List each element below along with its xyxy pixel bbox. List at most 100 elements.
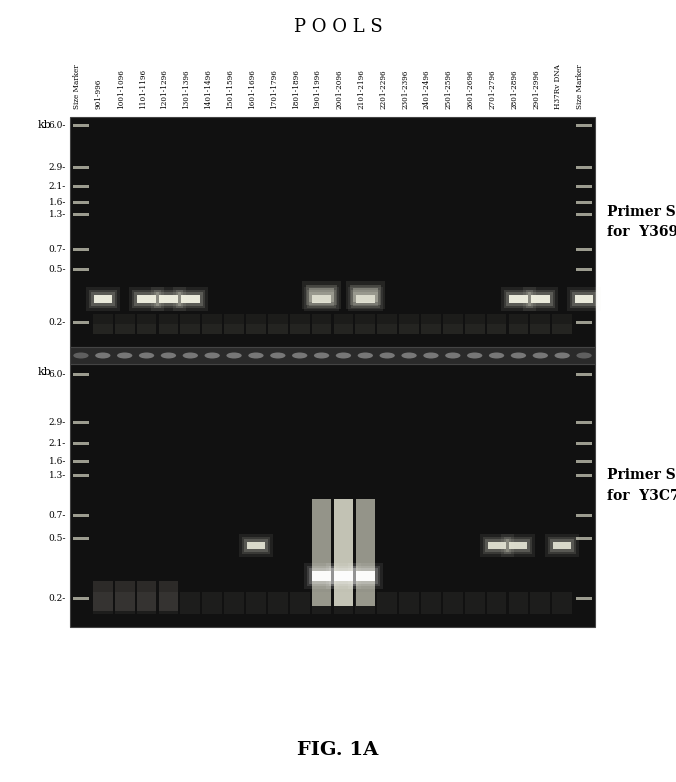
Bar <box>508 325 528 334</box>
Bar <box>356 314 375 334</box>
Bar <box>333 314 354 334</box>
Text: kb: kb <box>38 367 52 377</box>
Bar <box>576 321 592 324</box>
Bar <box>351 290 380 308</box>
Bar <box>202 314 222 334</box>
Bar <box>159 325 178 334</box>
Bar <box>576 442 592 445</box>
Bar <box>347 563 383 590</box>
Text: 1601-1696: 1601-1696 <box>248 69 256 109</box>
Bar <box>115 591 135 614</box>
Bar <box>576 167 592 170</box>
Bar <box>504 536 533 554</box>
Text: 0.7-: 0.7- <box>49 511 66 521</box>
Bar <box>506 539 531 551</box>
Bar <box>548 536 576 554</box>
Bar <box>572 292 596 306</box>
Text: 2201-2296: 2201-2296 <box>379 70 387 109</box>
Text: 2.9-: 2.9- <box>49 163 66 172</box>
Bar <box>531 591 550 614</box>
Bar <box>73 201 89 203</box>
Text: 1701-1796: 1701-1796 <box>270 69 278 109</box>
Bar <box>70 347 595 364</box>
Bar <box>356 325 375 334</box>
Bar <box>304 563 339 590</box>
Ellipse shape <box>511 353 526 358</box>
Bar <box>137 314 156 334</box>
Text: 1301-1396: 1301-1396 <box>183 70 191 109</box>
Text: Primer Set
for  Y369: Primer Set for Y369 <box>607 205 676 239</box>
Bar <box>356 295 375 303</box>
Bar <box>421 325 441 334</box>
Ellipse shape <box>183 353 198 358</box>
Bar <box>73 373 89 375</box>
Bar <box>93 591 113 614</box>
Bar <box>180 591 200 614</box>
Bar <box>576 460 592 463</box>
Bar <box>73 167 89 170</box>
Bar <box>180 325 200 334</box>
Text: 2401-2496: 2401-2496 <box>423 70 431 109</box>
Bar <box>575 295 594 303</box>
Bar <box>483 536 510 554</box>
Bar <box>509 295 528 303</box>
Bar <box>576 597 592 600</box>
Ellipse shape <box>205 353 220 358</box>
Ellipse shape <box>248 353 264 358</box>
Bar <box>268 591 288 614</box>
Bar <box>523 287 558 310</box>
Bar <box>502 533 535 557</box>
Ellipse shape <box>423 353 439 358</box>
Text: Primer Set
for  Y3C7: Primer Set for Y3C7 <box>607 468 676 503</box>
Bar <box>309 292 334 306</box>
Bar <box>93 325 113 334</box>
Ellipse shape <box>226 353 242 358</box>
Bar <box>566 287 602 310</box>
Bar <box>306 285 337 305</box>
Bar <box>115 325 135 334</box>
Bar <box>309 288 334 302</box>
Bar <box>552 314 572 334</box>
Text: 2101-2196: 2101-2196 <box>358 69 365 109</box>
Bar <box>73 460 89 463</box>
Text: 1.3-: 1.3- <box>49 210 66 219</box>
Bar <box>73 421 89 424</box>
Text: 2001-2096: 2001-2096 <box>335 70 343 109</box>
Bar <box>353 288 378 302</box>
Bar <box>465 591 485 614</box>
Text: 2301-2396: 2301-2396 <box>401 70 409 109</box>
Ellipse shape <box>489 353 504 358</box>
Bar <box>504 290 533 308</box>
Bar <box>73 213 89 216</box>
Text: 2501-2596: 2501-2596 <box>445 70 453 109</box>
Bar <box>73 597 89 600</box>
Text: 1201-1296: 1201-1296 <box>160 69 168 109</box>
Text: 1.6-: 1.6- <box>49 457 66 466</box>
Bar <box>443 314 462 334</box>
Bar <box>353 292 378 306</box>
Bar <box>501 287 536 310</box>
Bar <box>400 325 419 334</box>
Bar <box>465 325 485 334</box>
Bar <box>400 314 419 334</box>
Bar <box>70 117 595 347</box>
Text: 1.3-: 1.3- <box>49 471 66 479</box>
Bar <box>576 267 592 271</box>
Ellipse shape <box>445 353 460 358</box>
Text: 0.5-: 0.5- <box>49 533 66 543</box>
Text: 2601-2696: 2601-2696 <box>466 70 475 109</box>
Bar <box>86 287 120 310</box>
Bar <box>91 292 115 306</box>
Text: kb: kb <box>38 120 52 130</box>
Bar <box>552 591 572 614</box>
Bar <box>576 201 592 203</box>
Bar <box>290 314 310 334</box>
Bar <box>159 314 178 334</box>
Bar <box>73 185 89 188</box>
Ellipse shape <box>314 353 329 358</box>
Bar <box>479 533 514 557</box>
Bar <box>576 124 592 127</box>
Bar <box>351 566 380 586</box>
Bar <box>377 591 397 614</box>
Bar <box>312 314 331 334</box>
